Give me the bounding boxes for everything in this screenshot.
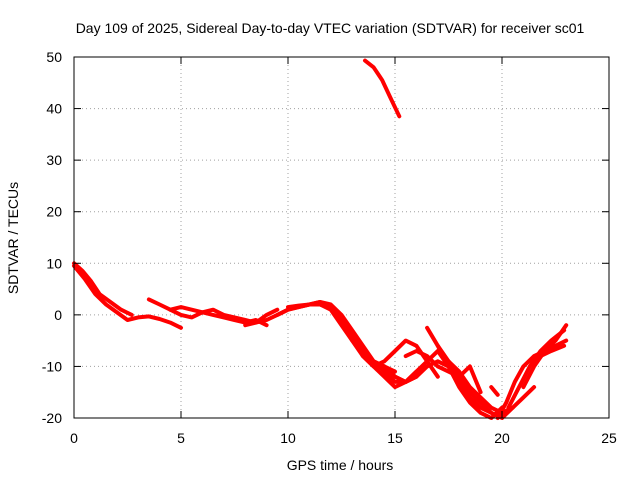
x-tick-label: 15 — [387, 430, 403, 446]
y-tick-label: 40 — [46, 101, 62, 117]
series-line-track-17 — [506, 328, 567, 410]
series-line-track-7 — [286, 300, 419, 390]
series-line-track-2 — [72, 261, 134, 317]
y-tick-label: -20 — [42, 410, 62, 426]
series-line-track-10 — [382, 349, 494, 415]
x-axis-label: GPS time / hours — [287, 457, 394, 473]
x-tick-label: 0 — [70, 430, 78, 446]
series-line-track-18 — [521, 323, 569, 390]
series-line-track-19 — [538, 343, 567, 359]
grid-lines — [74, 57, 609, 418]
series-line-track-11 — [403, 349, 483, 395]
series-line-track-1 — [72, 263, 183, 330]
x-tick-label: 10 — [280, 430, 296, 446]
data-series — [72, 58, 569, 420]
plot-frame — [73, 56, 610, 419]
chart-title: Day 109 of 2025, Sidereal Day-to-day VTE… — [76, 20, 585, 36]
y-tick-label: 30 — [46, 152, 62, 168]
series-line-track-20 — [363, 58, 402, 119]
y-tick-label: 50 — [46, 49, 62, 65]
y-tick-label: 20 — [46, 204, 62, 220]
series-line-track-4 — [168, 305, 269, 328]
series-line-track-16 — [495, 338, 569, 420]
y-tick-label: 0 — [54, 307, 62, 323]
y-tick-label: -10 — [42, 358, 62, 374]
y-tick-label: 10 — [46, 255, 62, 271]
x-tick-label: 20 — [494, 430, 510, 446]
series-line-track-14 — [446, 359, 537, 415]
series-line-track-9 — [360, 338, 440, 379]
y-axis-label: SDTVAR / TECUs — [5, 182, 21, 294]
x-tick-label: 5 — [177, 430, 185, 446]
axis-ticks: 0 5 10 15 20 25 -20 -10 0 10 20 30 40 50 — [42, 49, 617, 446]
x-tick-label: 25 — [601, 430, 617, 446]
series-line-track-15 — [489, 385, 500, 397]
